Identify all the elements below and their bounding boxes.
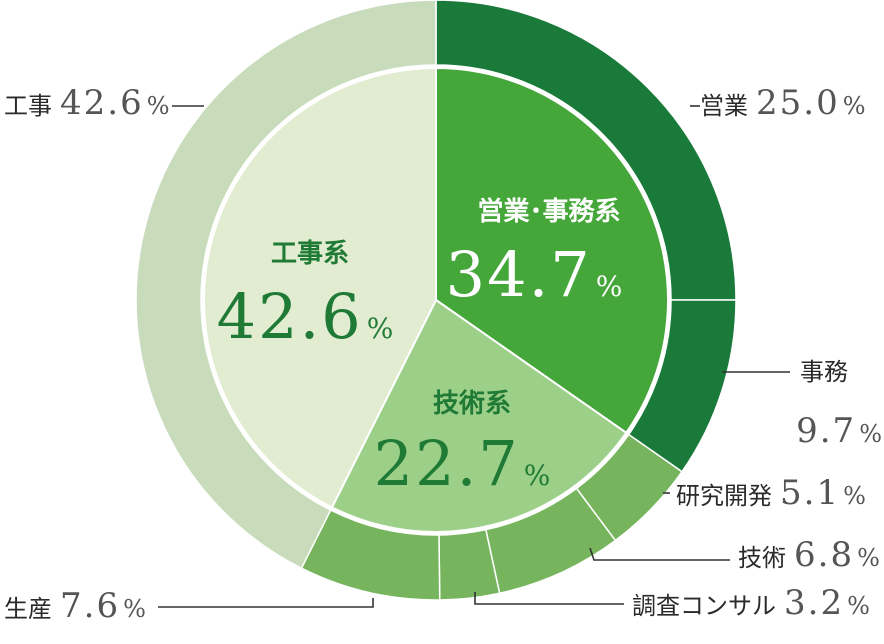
outer-label-name: 事務 (800, 358, 848, 386)
outer-label-text: 調査コンサル 3.2% (632, 583, 870, 623)
leader-line (589, 547, 730, 561)
outer-label-value: 9.7% (796, 411, 884, 451)
inner-label-construction: 工事系 42.6% (217, 239, 396, 353)
inner-label-value: 22.7% (374, 427, 553, 500)
inner-slice-technical (330, 298, 628, 533)
outer-slice-construction-work (135, 0, 437, 570)
inner-label-name: 営業･事務系 (477, 197, 620, 227)
inner-slice-sales-admin (435, 66, 669, 435)
outer-label-admin: 事務 9.7% (722, 358, 884, 451)
outer-label-rnd: 研究開発 5.1% (663, 473, 866, 513)
outer-label-construction-work: 工事 42.6% (4, 83, 204, 123)
outer-label-tech: 技術 6.8% (589, 535, 880, 575)
inner-label-technical: 技術系 22.7% (374, 389, 553, 500)
outer-label-text: 営業 25.0% (700, 83, 866, 123)
outer-label-text: 工事 42.6% (4, 83, 170, 123)
outer-label-text: 生産 7.6% (4, 586, 146, 626)
outer-label-text: 技術 6.8% (738, 535, 880, 575)
inner-slice-construction (203, 66, 437, 509)
outer-label-sales: 営業 25.0% (690, 83, 866, 123)
outer-label-survey-consulting: 調査コンサル 3.2% (474, 583, 870, 623)
inner-label-name: 技術系 (433, 389, 511, 419)
inner-label-name: 工事系 (271, 239, 349, 269)
inner-label-value: 34.7% (446, 238, 625, 311)
outer-label-text: 研究開発 5.1% (676, 473, 866, 513)
outer-label-production: 生産 7.6% (4, 586, 374, 626)
inner-label-sales-admin: 営業･事務系 34.7% (446, 197, 625, 311)
inner-label-value: 42.6% (217, 280, 396, 353)
leader-line (158, 598, 374, 608)
leader-line (474, 592, 624, 605)
